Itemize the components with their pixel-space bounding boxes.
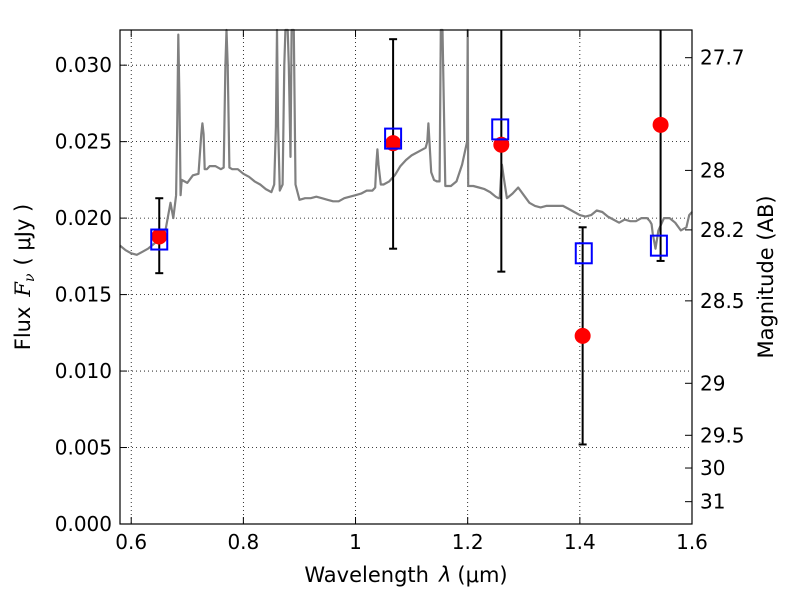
model-point xyxy=(384,127,403,150)
spectrum-layer xyxy=(119,28,693,256)
x-tick-label: 1 xyxy=(349,530,362,554)
grid-lines xyxy=(120,30,693,525)
right-axis-ticks: 27.7 28 28.2 28.5 29 29.5 30 31 xyxy=(685,46,745,514)
observed-point xyxy=(652,116,669,133)
right-tick-label: 28.5 xyxy=(700,289,745,313)
model-point xyxy=(491,118,510,141)
x-tick-label: 0.6 xyxy=(115,530,147,554)
right-tick-label: 28 xyxy=(700,158,725,182)
right-tick-label: 29 xyxy=(700,371,725,395)
x-axis-label: Wavelength λ (μm) xyxy=(304,563,507,587)
model-spectrum-line xyxy=(119,28,693,256)
y-axis-label: FluxFν( μJy ) xyxy=(11,204,38,350)
y-axis-ticks: 0.000 0.005 0.010 0.015 0.020 0.025 0.030 xyxy=(55,53,127,536)
x-axis-ticks: 0.6 0.8 1 1.2 1.4 1.6 xyxy=(115,30,708,554)
right-tick-label: 30 xyxy=(700,456,725,480)
x-tick-label: 0.8 xyxy=(227,530,259,554)
x-tick-label: 1.4 xyxy=(564,530,596,554)
model-photometry-points xyxy=(150,118,668,265)
model-point xyxy=(150,228,169,251)
x-tick-label: 1.6 xyxy=(676,530,708,554)
model-point xyxy=(574,242,593,265)
error-bars xyxy=(155,30,665,446)
x-tick-label: 1.2 xyxy=(452,530,484,554)
plot-frame xyxy=(119,29,693,525)
y-tick-label: 0.030 xyxy=(55,53,112,77)
y-tick-label: 0.020 xyxy=(55,206,112,230)
y-tick-label: 0.015 xyxy=(55,283,112,307)
y-tick-label: 0.005 xyxy=(55,436,112,460)
y-tick-label: 0.000 xyxy=(55,512,112,536)
observed-point xyxy=(493,136,510,153)
model-point xyxy=(649,234,668,257)
right-axis-label: Magnitude (AB) xyxy=(754,195,778,358)
observed-point xyxy=(151,228,168,245)
right-tick-label: 31 xyxy=(700,490,725,514)
right-tick-label: 29.5 xyxy=(700,423,745,447)
right-tick-label: 27.7 xyxy=(700,46,745,70)
right-tick-label: 28.2 xyxy=(700,218,745,242)
y-tick-label: 0.010 xyxy=(55,359,112,383)
observed-point xyxy=(574,327,591,344)
y-tick-label: 0.025 xyxy=(55,130,112,154)
